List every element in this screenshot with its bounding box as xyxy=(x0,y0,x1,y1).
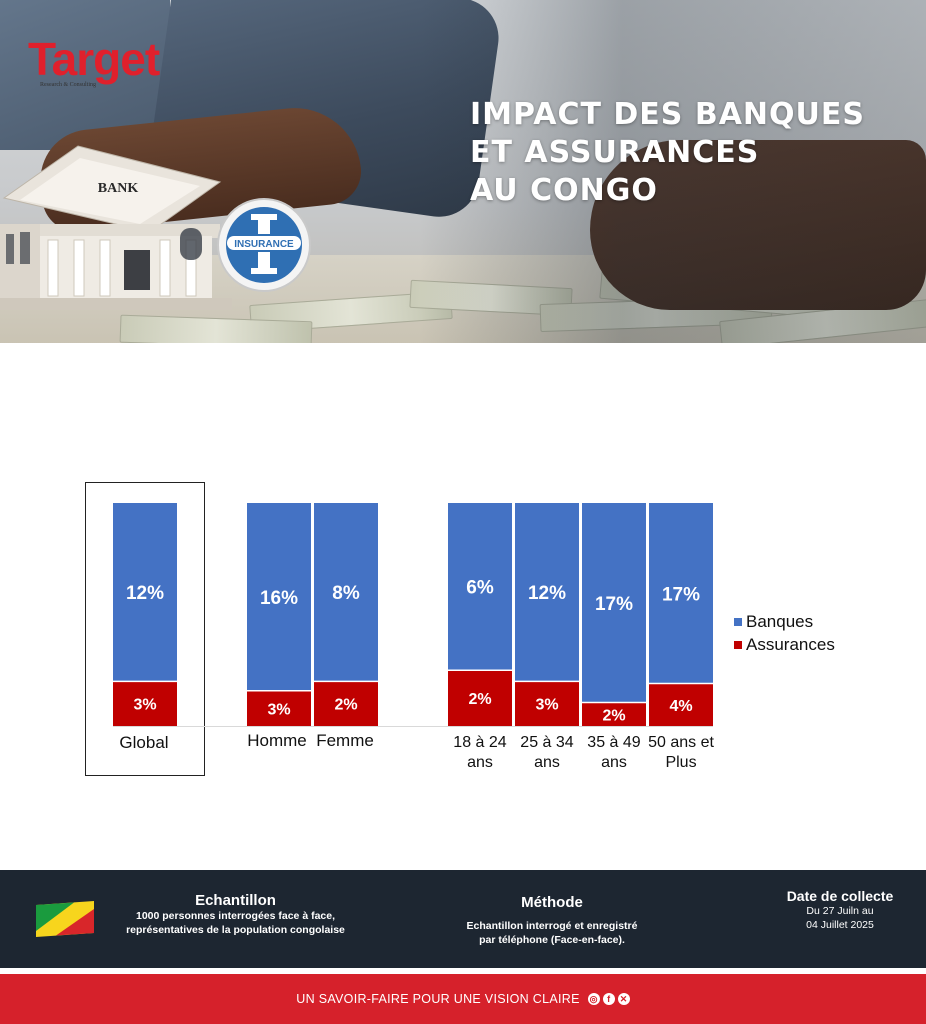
data-label-banques: 17% xyxy=(595,594,633,615)
hero-shade xyxy=(420,0,926,343)
category-label: ans xyxy=(601,754,627,771)
title-line: AU CONGO xyxy=(470,173,658,208)
bar-banques xyxy=(582,503,646,703)
legend-item-banques: Banques xyxy=(734,610,835,633)
data-label-banques: 16% xyxy=(260,588,298,609)
logo-text: Target xyxy=(28,33,160,85)
data-label-banques: 8% xyxy=(332,583,360,604)
bar-assurances xyxy=(582,702,646,726)
data-label-banques: 12% xyxy=(528,583,566,604)
method-line: Echantillon interrogé et enregistré xyxy=(466,920,638,932)
facebook-icon[interactable]: f xyxy=(602,993,615,1005)
data-label-assurances: 3% xyxy=(267,701,290,718)
data-label-assurances: 2% xyxy=(334,697,357,714)
bar-assurances xyxy=(314,681,378,726)
dates-title: Date de collecte xyxy=(786,888,894,904)
category-label: Homme xyxy=(247,731,307,750)
category-label: Femme xyxy=(316,731,374,750)
data-label-banques: 6% xyxy=(466,578,494,599)
legend-swatch-banques xyxy=(734,617,742,626)
sample-line: 1000 personnes interrogées face à face, xyxy=(135,910,336,922)
category-label: 25 à 34 xyxy=(520,734,573,751)
congo-flag-icon xyxy=(36,901,94,937)
legend-swatch-assurances xyxy=(734,640,742,649)
dates-line: Du 27 Juiln au xyxy=(806,905,874,917)
bar-assurances xyxy=(448,670,512,726)
tagline-text: UN SAVOIR-FAIRE POUR UNE VISION CLAIRE xyxy=(296,992,580,1006)
x-icon[interactable]: ✕ xyxy=(617,993,630,1005)
global-highlight-frame xyxy=(85,482,205,776)
hero-banner: BANK INSURANCE Target Research & Consult… xyxy=(0,0,926,343)
dates-line: 04 Juillet 2025 xyxy=(806,919,874,931)
bank-sign: BANK xyxy=(98,181,139,196)
data-label-assurances: 2% xyxy=(602,707,625,724)
tagline-band: UN SAVOIR-FAIRE POUR UNE VISION CLAIRE ◎… xyxy=(0,974,926,1024)
instagram-icon[interactable]: ◎ xyxy=(587,993,600,1005)
chart-legend: Banques Assurances xyxy=(734,610,835,656)
method-section: Méthode Echantillon interrogé et enregis… xyxy=(452,894,652,947)
footer-info-panel: Echantillon 1000 personnes interrogées f… xyxy=(0,870,926,968)
method-title: Méthode xyxy=(521,894,583,911)
category-label: ans xyxy=(467,754,493,771)
category-label: 35 à 49 xyxy=(587,734,640,751)
sample-line: représentatives de la population congola… xyxy=(126,924,345,936)
data-label-banques: 12% xyxy=(126,583,164,604)
sample-title: Echantillon xyxy=(195,892,276,909)
data-label-assurances: 3% xyxy=(133,697,156,714)
footer-separator xyxy=(0,968,926,974)
dates-section: Date de collecte Du 27 Juiln au 04 Juill… xyxy=(770,888,910,932)
tagline: UN SAVOIR-FAIRE POUR UNE VISION CLAIRE ◎… xyxy=(0,974,926,1024)
logo: Target Research & Consulting xyxy=(28,33,160,88)
legend-item-assurances: Assurances xyxy=(734,633,835,656)
bar-assurances xyxy=(247,690,311,726)
data-label-banques: 17% xyxy=(662,584,700,605)
social-icons: ◎ f ✕ xyxy=(585,993,630,1005)
method-line: par téléphone (Face-en-face). xyxy=(479,934,625,946)
bar-banques xyxy=(515,503,579,682)
bar-banques xyxy=(649,503,713,684)
bar-assurances xyxy=(113,681,177,726)
bar-assurances xyxy=(649,683,713,726)
legend-label: Assurances xyxy=(746,634,835,654)
data-label-assurances: 2% xyxy=(468,691,491,708)
bar-banques xyxy=(247,503,311,691)
page-title: IMPACT DES BANQUES ET ASSURANCES AU CONG… xyxy=(470,96,865,210)
bar-banques xyxy=(448,503,512,671)
logo-subtitle: Research & Consulting xyxy=(40,82,96,88)
category-label: Global xyxy=(119,733,168,752)
bank-building-icon: BANK xyxy=(0,145,232,310)
category-label: 50 ans et xyxy=(648,734,714,751)
insurance-badge-label: INSURANCE xyxy=(234,239,294,250)
stacked-bar-chart: 12% 3% 16% 3% 8% 2% 6% 2% 12% 3% 17% 2% 17% 4% Global H… xyxy=(85,482,714,776)
title-line: ET ASSURANCES xyxy=(470,135,760,170)
bar-banques xyxy=(314,503,378,682)
data-label-assurances: 4% xyxy=(669,698,692,715)
title-line: IMPACT DES BANQUES xyxy=(470,97,865,132)
chart-area: 12% 3% 16% 3% 8% 2% 6% 2% 12% 3% 17% 2% 17% 4% Global H… xyxy=(0,460,926,800)
category-label: 18 à 24 xyxy=(453,734,506,751)
category-label: ans xyxy=(534,754,560,771)
hand-right xyxy=(590,140,926,310)
bar-assurances xyxy=(515,681,579,726)
bar-banques xyxy=(113,503,177,682)
legend-label: Banques xyxy=(746,611,814,631)
sample-section: Echantillon 1000 personnes interrogées f… xyxy=(108,892,363,937)
insurance-badge-icon: INSURANCE xyxy=(217,198,311,292)
data-label-assurances: 3% xyxy=(535,697,558,714)
category-label: Plus xyxy=(665,754,696,771)
